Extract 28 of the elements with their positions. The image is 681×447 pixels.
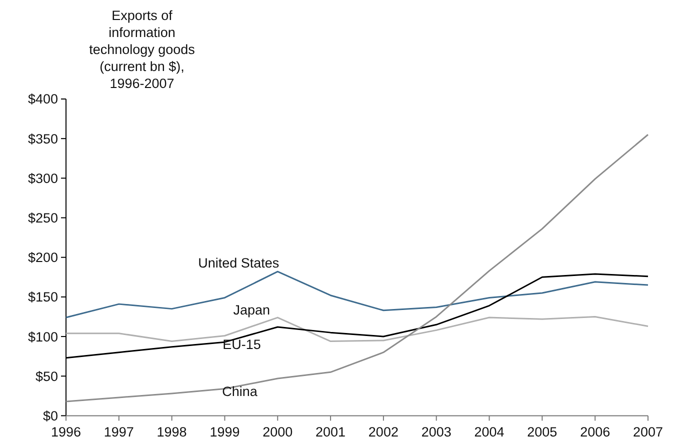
x-tick-label: 2007 (632, 424, 664, 440)
series-label: China (222, 384, 258, 399)
y-tick-label: $100 (28, 329, 58, 344)
x-tick-label: 2003 (421, 424, 452, 440)
x-tick-label: 2004 (474, 424, 505, 440)
y-tick-label: $150 (28, 290, 58, 305)
x-tick-label: 2002 (368, 424, 398, 440)
x-tick-label: 2001 (316, 424, 346, 440)
x-tick-label: 2005 (527, 424, 558, 440)
x-tick-label: 1997 (104, 424, 134, 440)
y-tick-label: $250 (28, 210, 58, 226)
y-tick-label: $50 (35, 368, 58, 384)
x-tick-label: 1998 (156, 424, 187, 440)
y-tick-label: $0 (42, 408, 58, 424)
x-tick-label: 1999 (210, 424, 240, 440)
y-tick-label: $400 (28, 92, 58, 107)
y-tick-label: $200 (28, 250, 58, 266)
x-tick-label: 1996 (50, 424, 82, 440)
series-label: Japan (233, 302, 270, 318)
y-tick-label: $300 (28, 170, 58, 186)
line-series (65, 270, 649, 318)
series-label: EU-15 (222, 337, 261, 352)
y-tick-label: $350 (28, 131, 58, 146)
series-label: United States (198, 256, 280, 271)
x-tick-label: 2000 (262, 424, 293, 440)
x-tick-label: 2006 (580, 424, 610, 440)
chart-title: Exports of information technology goods (current bn $), 1996-2007 (89, 8, 196, 91)
line-series (65, 134, 649, 402)
